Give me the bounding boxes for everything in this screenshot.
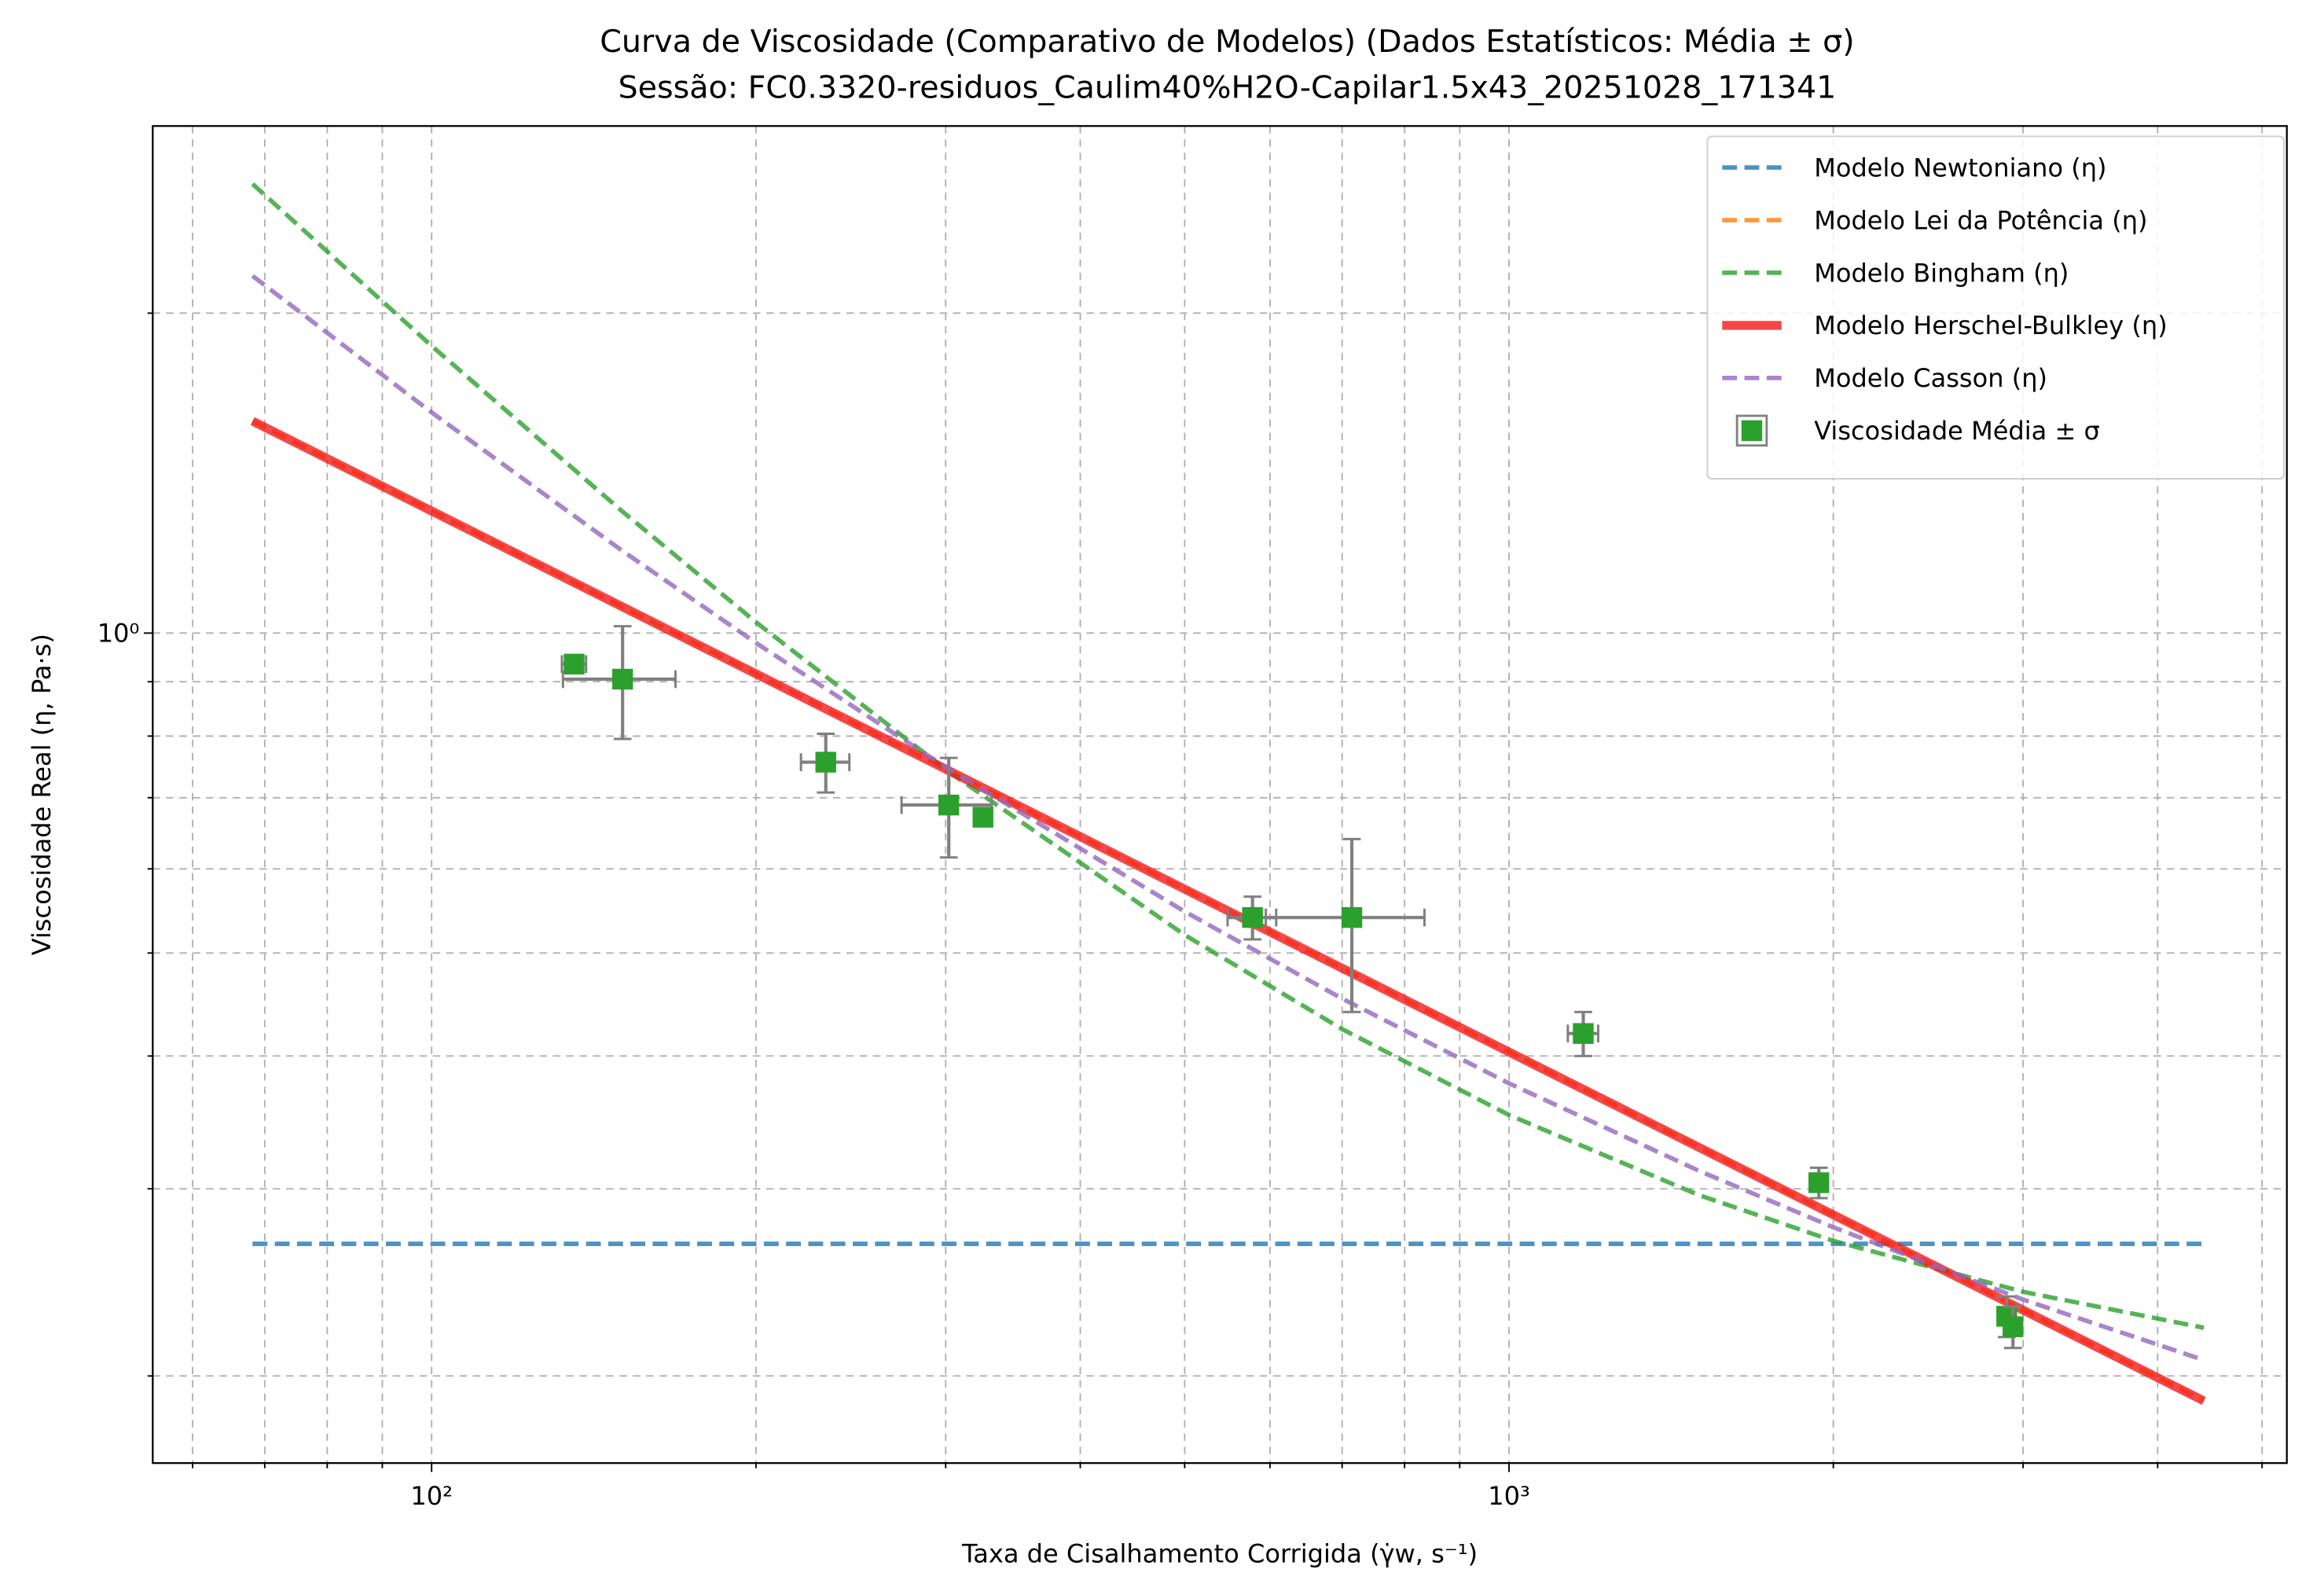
legend-label: Modelo Lei da Potência (η) (1814, 205, 2147, 235)
data-point (1573, 1023, 1594, 1044)
plot-area (250, 182, 2206, 1406)
data-point (1341, 906, 1363, 928)
legend-swatch (1741, 420, 1763, 441)
data-point (1242, 906, 1263, 928)
legend-label: Modelo Herschel-Bulkley (η) (1814, 311, 2168, 340)
data-point (564, 653, 585, 675)
x-tick-label: 10² (410, 1481, 453, 1511)
model-line (251, 182, 2205, 1330)
grid (152, 126, 2287, 1464)
ticks: 10² 10³ 10⁰ (97, 312, 2263, 1511)
chart-title: Curva de Viscosidade (Comparativo de Mod… (600, 24, 1854, 60)
axes-frame (152, 125, 2288, 1465)
data-point (611, 668, 633, 690)
data-point (815, 752, 836, 773)
data-point (938, 794, 960, 816)
legend-label: Modelo Bingham (η) (1814, 258, 2069, 288)
legend-label: Viscosidade Média ± σ (1814, 416, 2100, 446)
x-tick-label: 10³ (1488, 1481, 1530, 1511)
legend-label: Modelo Casson (η) (1814, 363, 2047, 393)
y-axis-label: Viscosidade Real (η, Pa·s) (27, 634, 57, 955)
data-point (1808, 1172, 1830, 1193)
legend-swatch (1735, 414, 1768, 447)
data-point (2003, 1316, 2024, 1337)
data-point (972, 807, 993, 828)
legend-label: Modelo Newtoniano (η) (1814, 153, 2106, 182)
chart-subtitle: Sessão: FC0.3320-residuos_Caulim40%H2O-C… (619, 69, 1837, 105)
legend: Modelo Newtoniano (η) Modelo Lei da Potên… (1706, 135, 2285, 480)
y-tick-label: 10⁰ (97, 619, 140, 649)
legend-box (1706, 135, 2285, 480)
x-axis-label: Taxa de Cisalhamento Corrigida (γ̇w, s⁻¹… (961, 1539, 1478, 1569)
